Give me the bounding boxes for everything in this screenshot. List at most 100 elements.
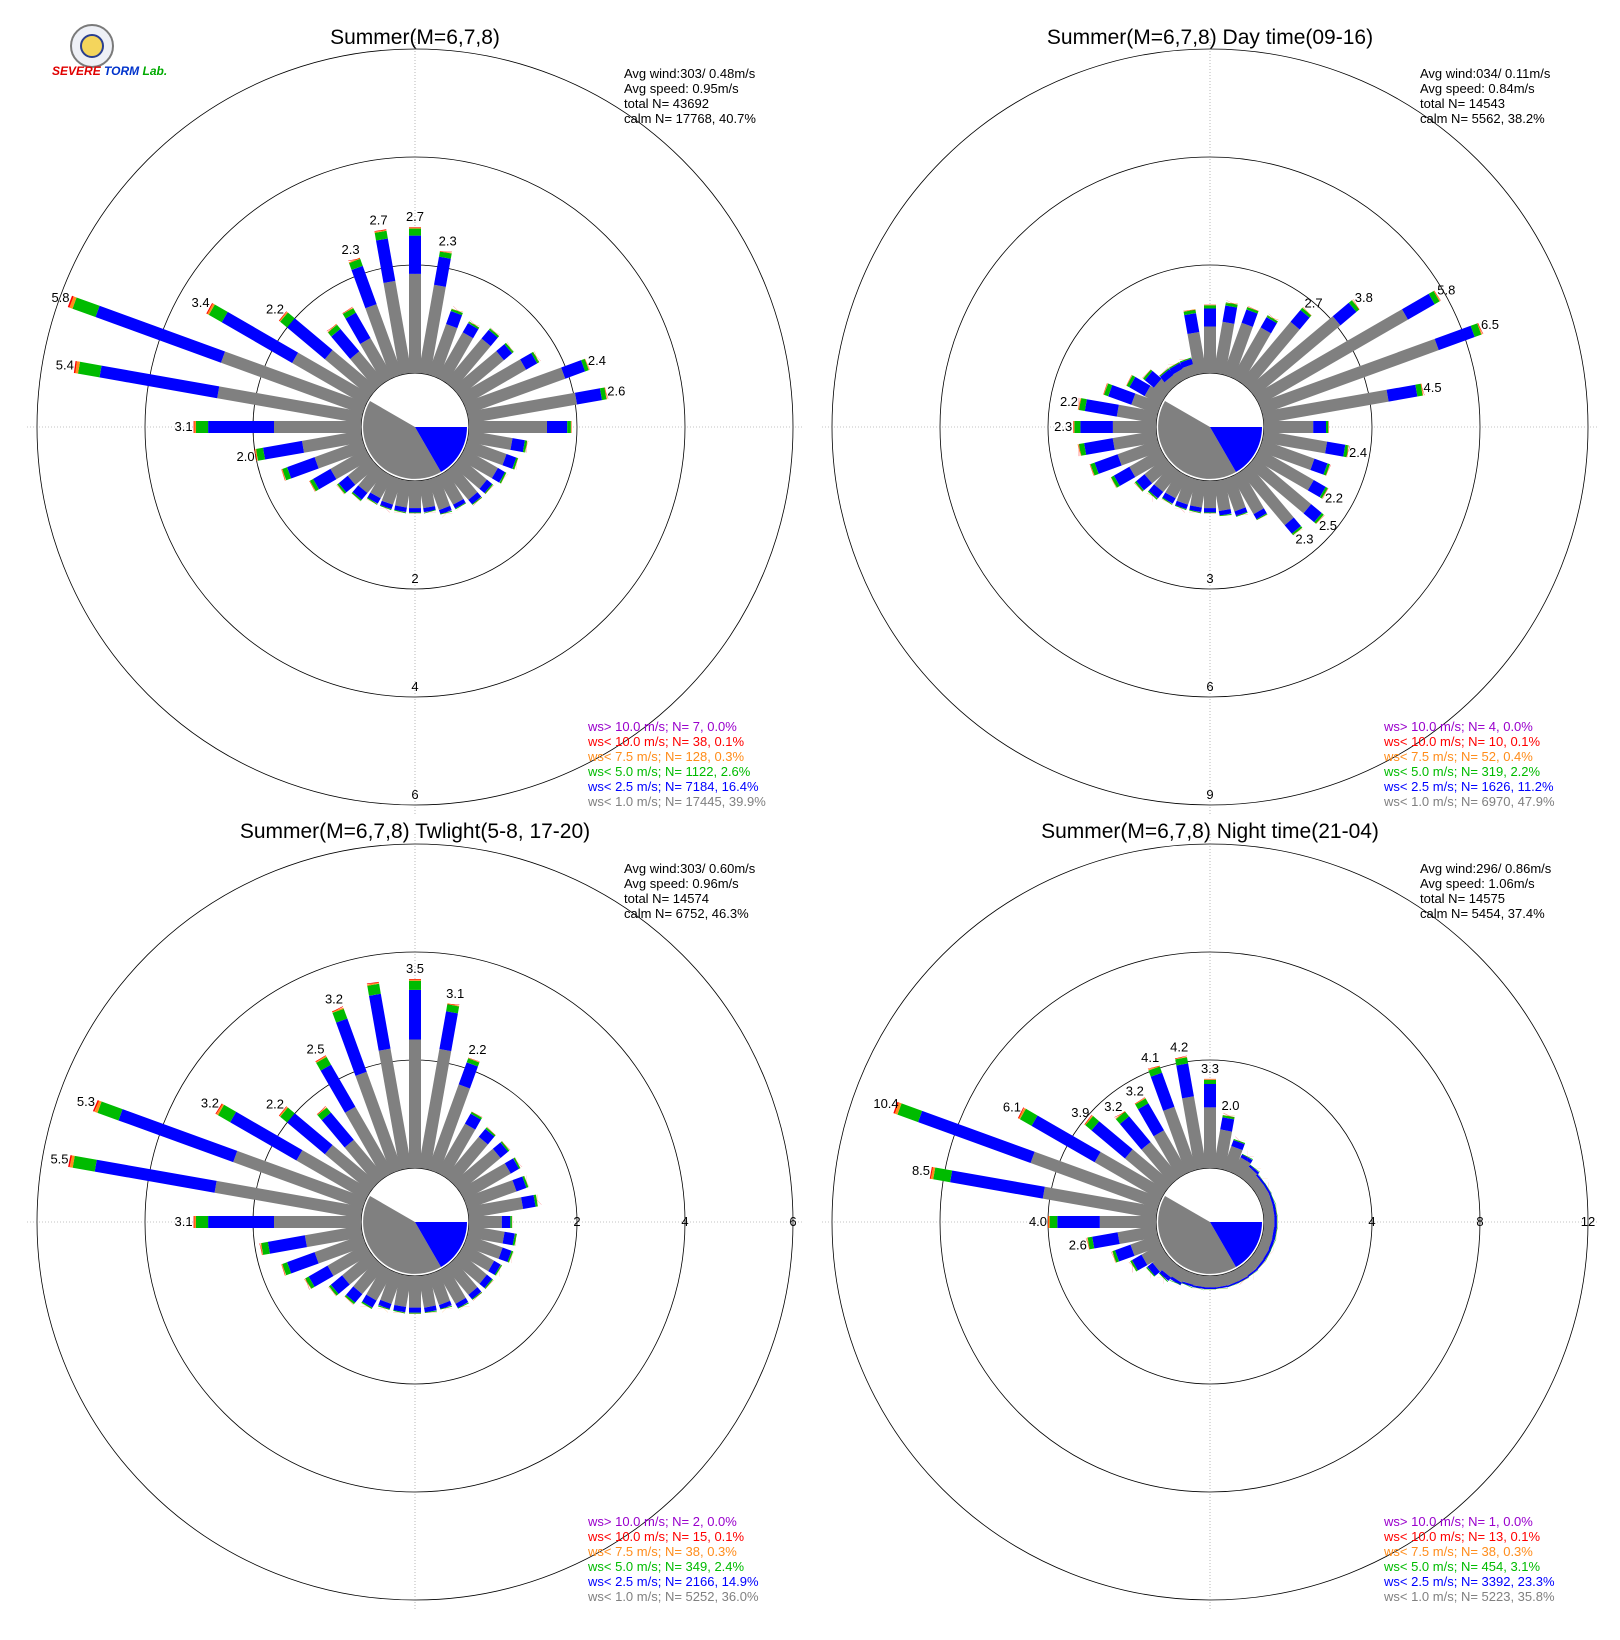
rose-bar-340deg: 4.1	[1141, 1050, 1198, 1174]
bar-segment	[1434, 325, 1475, 351]
bar-value-label: 2.7	[1305, 296, 1323, 311]
bar-segment	[1117, 439, 1162, 466]
legend-entry: ws< 2.5 m/s; N= 3392, 23.3%	[1383, 1574, 1555, 1589]
bar-segment	[1246, 306, 1259, 314]
bar-segment	[358, 464, 385, 494]
bar-value-label: 3.2	[325, 992, 343, 1007]
rose-bar-130deg	[452, 1252, 494, 1289]
bar-value-label: 2.3	[342, 242, 360, 257]
calm-gray-sector	[363, 401, 441, 479]
bar-segment	[1253, 448, 1314, 491]
bar-segment	[488, 328, 500, 338]
bar-segment	[375, 238, 396, 283]
bar-segment	[512, 457, 518, 470]
rose-bar-50deg	[452, 1141, 511, 1192]
bar-segment	[361, 1301, 373, 1310]
rose-bar-130deg	[452, 457, 494, 494]
bar-segment	[1162, 492, 1176, 504]
bar-value-label: 5.3	[77, 1094, 95, 1109]
bar-segment	[378, 1048, 412, 1170]
rose-bar-20deg	[427, 306, 464, 379]
stats-line: total N= 14543	[1420, 96, 1505, 111]
bar-segment	[455, 1297, 469, 1309]
rose-bar-10deg: 2.0	[1213, 1098, 1240, 1170]
rose-bar-330deg	[342, 306, 394, 384]
rose-bar-30deg	[1231, 1150, 1254, 1179]
bar-segment	[217, 1104, 237, 1123]
bar-segment	[1130, 1260, 1138, 1272]
bar-segment	[1213, 479, 1231, 512]
rose-bar-280deg: 5.4	[56, 357, 363, 424]
bar-segment	[445, 1136, 488, 1185]
bar-segment	[367, 983, 381, 996]
bar-segment	[1147, 1262, 1161, 1277]
bar-segment	[72, 297, 100, 318]
bar-segment	[1266, 315, 1278, 324]
bar-segment	[1158, 1272, 1169, 1282]
rose-bar-140deg	[445, 464, 483, 506]
bar-segment	[1256, 1259, 1266, 1270]
rose-bar-200deg	[1174, 475, 1198, 513]
bar-segment	[217, 386, 363, 424]
rose-bar-140deg: 2.3	[1240, 464, 1313, 547]
bar-segment	[463, 1234, 503, 1259]
stats-line: total N= 14575	[1420, 891, 1505, 906]
bar-value-label: 5.5	[50, 1151, 68, 1166]
legend-entry: ws< 7.5 m/s; N= 52, 0.4%	[1383, 749, 1533, 764]
bar-segment	[393, 1304, 407, 1313]
bar-segment	[338, 475, 356, 493]
stats-line: calm N= 17768, 40.7%	[624, 111, 756, 126]
rose-bar-310deg: 2.2	[266, 1097, 378, 1192]
bar-segment	[1131, 393, 1162, 415]
bar-segment	[381, 475, 403, 505]
bar-segment	[478, 1128, 495, 1145]
rose-bar-340deg	[1179, 357, 1198, 379]
rose-bar-190deg	[1189, 479, 1207, 514]
rose-bar-230deg	[1145, 1252, 1173, 1279]
bar-segment	[1170, 1276, 1182, 1286]
bar-segment	[1234, 507, 1248, 517]
bar-segment	[1319, 486, 1328, 499]
rose-bar-80deg: 2.6	[467, 384, 625, 424]
bar-value-label: 8.5	[912, 1163, 930, 1178]
bar-segment	[1231, 1140, 1245, 1151]
bar-segment	[491, 467, 506, 483]
bar-segment	[1183, 309, 1197, 316]
bar-segment	[1348, 300, 1360, 312]
bar-value-label: 3.8	[1355, 290, 1373, 305]
bar-segment	[380, 1270, 403, 1304]
bar-segment	[424, 1305, 437, 1313]
bar-segment	[1240, 464, 1294, 526]
bar-segment	[1258, 1194, 1273, 1210]
bar-segment	[220, 351, 367, 415]
bar-segment	[1291, 526, 1303, 536]
bar-segment	[355, 1071, 403, 1174]
bar-segment	[1231, 1265, 1248, 1282]
bar-segment	[348, 258, 363, 270]
stats-line: Avg speed: 1.06m/s	[1420, 876, 1535, 891]
calm-blue-sector	[415, 1222, 467, 1267]
ring-label: 9	[1206, 787, 1213, 802]
bar-segment	[332, 1008, 348, 1023]
stats-line: Avg wind:034/ 0.11m/s	[1420, 66, 1551, 81]
bar-value-label: 2.6	[607, 384, 625, 399]
bar-segment	[394, 1274, 412, 1308]
bar-segment	[1129, 376, 1151, 397]
bar-value-label: 2.2	[266, 1097, 284, 1112]
ring-label: 6	[789, 1214, 796, 1229]
bar-segment	[1031, 1115, 1101, 1163]
bar-segment	[450, 308, 463, 316]
rose-bar-160deg	[1222, 1270, 1239, 1288]
legend-entry: ws< 5.0 m/s; N= 349, 2.4%	[587, 1559, 745, 1574]
rose-bar-350deg: 4.2	[1170, 1039, 1207, 1170]
rose-bar-240deg	[309, 448, 372, 492]
bar-segment	[445, 338, 491, 390]
bar-segment	[445, 464, 478, 500]
bar-segment	[368, 993, 391, 1051]
bar-segment	[365, 304, 403, 379]
bar-segment	[320, 1064, 356, 1113]
rose-bar-30deg	[436, 1111, 483, 1179]
rose-bar-60deg	[1253, 1182, 1272, 1201]
bar-segment	[215, 1103, 223, 1115]
bar-segment	[292, 352, 372, 406]
